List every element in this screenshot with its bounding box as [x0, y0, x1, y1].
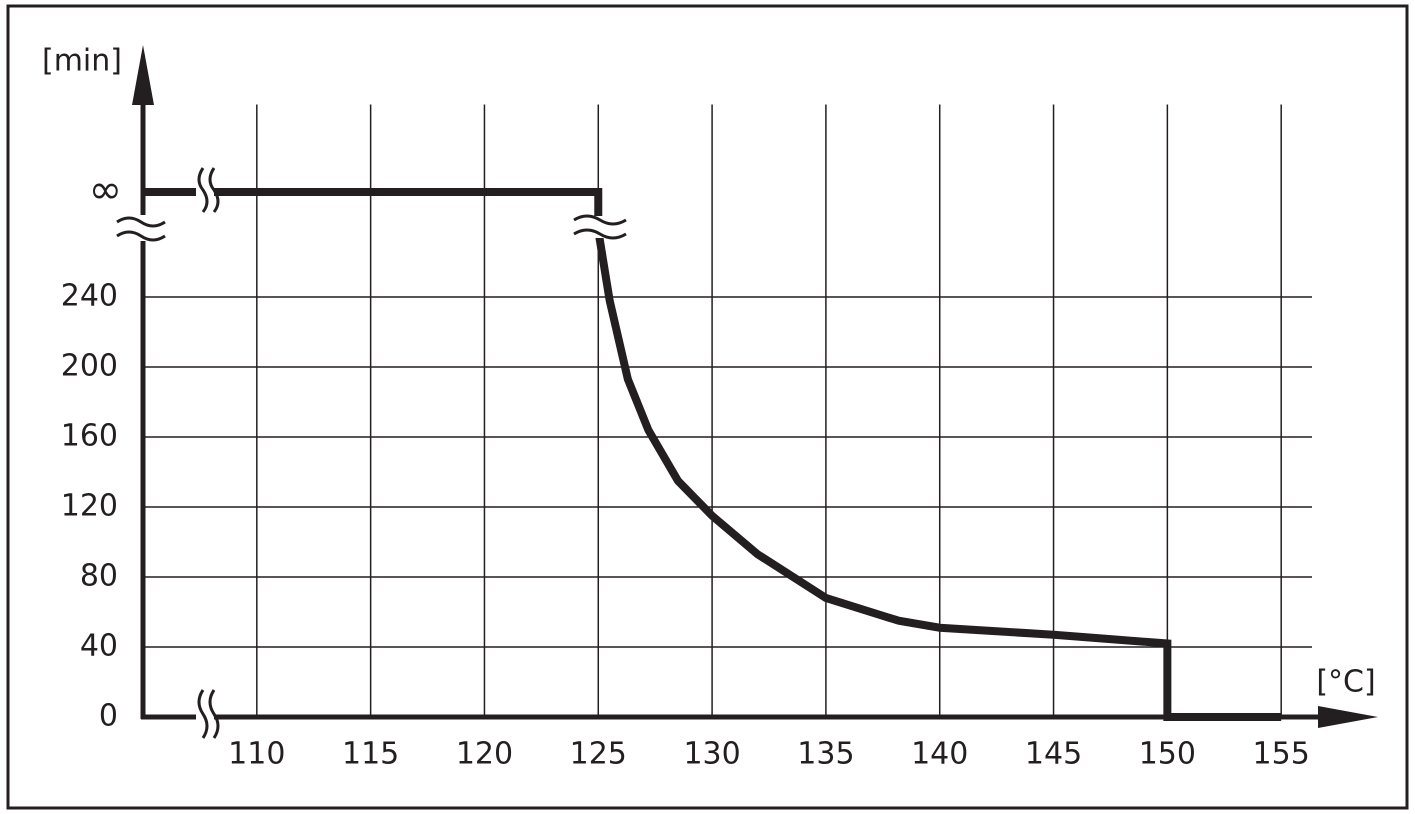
x-tick-label: 150	[1139, 737, 1196, 772]
data	[143, 188, 1282, 721]
y-arrow	[132, 45, 154, 105]
y-tick-label: 200	[61, 349, 118, 384]
y-tick-label: ∞	[89, 167, 122, 213]
break-marks	[116, 167, 627, 739]
x-tick-label: 140	[911, 737, 968, 772]
y-tick-label: 160	[61, 419, 118, 454]
y-tick-label: 0	[99, 699, 118, 734]
x-arrow	[1318, 706, 1378, 728]
x-tick-label: 135	[797, 737, 854, 772]
x-tick-label: 125	[570, 737, 627, 772]
y-tick-label: 80	[80, 559, 118, 594]
data-line	[143, 188, 1282, 721]
x-tick-label: 155	[1253, 737, 1310, 772]
y-axis-label: [min]	[42, 44, 122, 79]
x-tick-label: 115	[342, 737, 399, 772]
x-axis-label: [°C]	[1316, 665, 1375, 700]
y-tick-label: 120	[61, 489, 118, 524]
y-tick-label: 240	[61, 279, 118, 314]
y-tick-label: 40	[80, 629, 118, 664]
frame	[6, 4, 1409, 810]
axes	[132, 45, 1378, 728]
x-tick-label: 145	[1025, 737, 1082, 772]
x-tick-label: 130	[683, 737, 740, 772]
x-tick-label: 110	[228, 737, 285, 772]
x-tick-label: 120	[456, 737, 513, 772]
grid	[143, 104, 1312, 717]
